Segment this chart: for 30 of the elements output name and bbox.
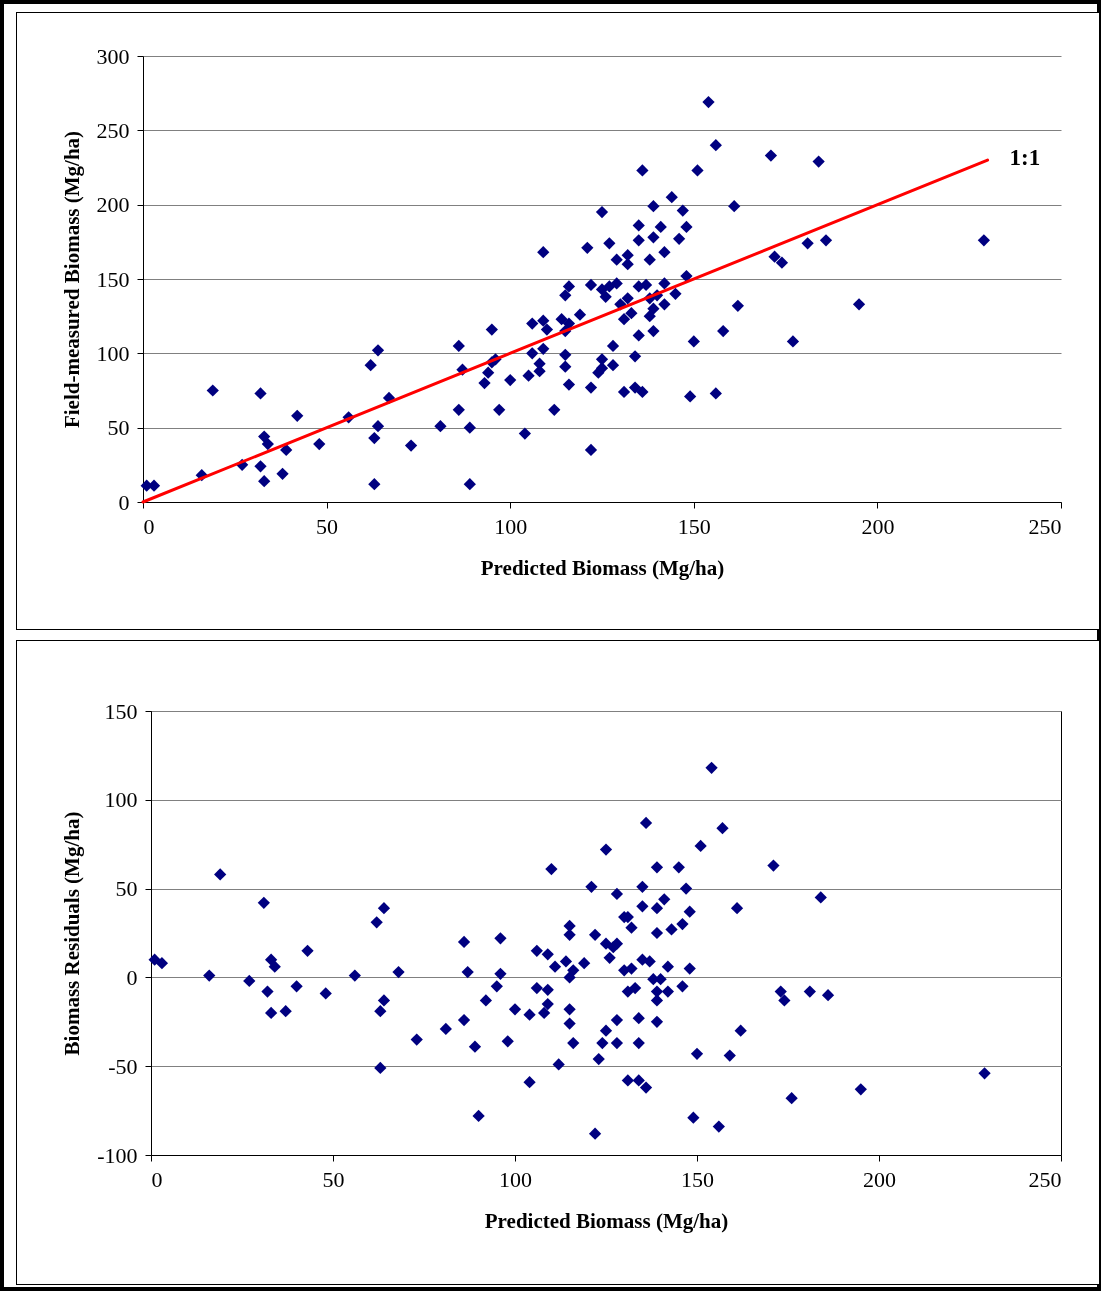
y-tick-label: -100 [97,1142,138,1168]
y-tick-label: 0 [126,964,138,990]
x-tick-label: 150 [677,513,711,539]
y-tick-label: 100 [96,340,130,366]
x-tick-label: 100 [494,513,528,539]
y-tick-label: 150 [96,266,130,292]
x-axis-title: Predicted Biomass (Mg/ha) [484,1208,729,1233]
y-tick-label: 50 [115,876,138,902]
x-tick-label: 250 [1028,513,1062,539]
y-axis-title: Field-measured Biomass (Mg/ha) [59,130,84,429]
y-tick-label: 300 [96,43,130,69]
series-label: 1:1 [1009,145,1041,171]
y-tick-label: 150 [104,698,138,724]
x-axis-title: Predicted Biomass (Mg/ha) [480,555,725,580]
x-tick-label: 250 [1028,1166,1062,1192]
y-axis-title: Biomass Residuals (Mg/ha) [60,811,85,1056]
y-tick-label: -50 [108,1053,138,1079]
x-tick-label: 200 [861,513,895,539]
x-tick-label: 0 [143,513,155,539]
y-tick-label: 250 [96,117,130,143]
x-tick-label: 100 [499,1166,532,1192]
x-tick-label: 50 [322,1166,345,1192]
y-tick-label: 0 [118,489,130,515]
y-tick-label: 100 [104,787,138,813]
x-tick-label: 0 [151,1166,163,1192]
y-tick-label: 200 [96,192,130,218]
x-tick-label: 150 [681,1166,714,1192]
x-tick-label: 50 [316,513,339,539]
x-tick-label: 200 [863,1166,896,1192]
y-tick-label: 50 [107,415,130,441]
